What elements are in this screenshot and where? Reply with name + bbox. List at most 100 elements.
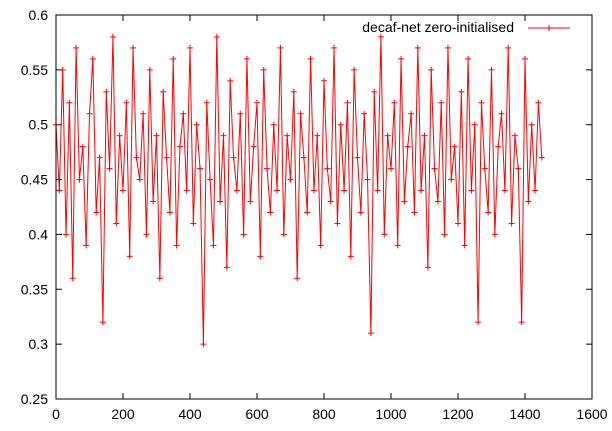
data-point-marker (233, 187, 240, 194)
data-point-marker (96, 154, 103, 161)
data-point-marker (518, 319, 525, 326)
data-point-marker (86, 110, 93, 117)
data-point-marker (217, 198, 224, 205)
y-tick-label: 0.4 (29, 226, 49, 242)
data-point-marker (310, 187, 317, 194)
data-point-marker (337, 121, 344, 128)
data-point-marker (418, 187, 425, 194)
data-point-marker (274, 187, 281, 194)
series-line (55, 36, 543, 345)
data-point-marker (451, 143, 458, 150)
data-point-marker (213, 33, 220, 40)
data-point-marker (210, 242, 217, 249)
data-point-marker (498, 110, 505, 117)
data-point-marker (485, 209, 492, 216)
data-point-marker (481, 165, 488, 172)
data-point-marker (455, 220, 461, 227)
data-point-marker (113, 220, 120, 227)
data-point-marker (334, 220, 341, 227)
data-point-marker (321, 77, 327, 84)
ticks-layer: 0 200 400 600 800 1000 1200 1400 1600 0.25 0.3 0.35… (21, 7, 608, 422)
data-point-marker (153, 132, 160, 139)
data-point-marker (401, 198, 408, 205)
data-point-marker (501, 187, 508, 194)
data-point-marker (371, 88, 378, 95)
data-point-marker (471, 121, 478, 128)
data-point-marker (408, 110, 415, 117)
data-point-marker (364, 176, 371, 183)
data-point-marker (197, 165, 204, 172)
data-point-marker (491, 231, 498, 238)
data-point-marker (270, 121, 277, 128)
data-point-marker (190, 220, 197, 227)
data-point-marker (515, 165, 522, 172)
data-point-marker (522, 55, 528, 62)
data-point-marker (223, 264, 230, 271)
data-point-marker (344, 99, 351, 106)
data-point-marker (374, 187, 381, 194)
data-point-marker (130, 44, 137, 51)
data-point-marker (294, 275, 301, 282)
data-point-marker (163, 154, 170, 161)
data-point-marker (146, 66, 153, 73)
data-point-marker (331, 44, 338, 51)
data-point-marker (126, 253, 133, 260)
data-point-marker (260, 66, 267, 73)
data-point-marker (441, 231, 448, 238)
data-point-marker (508, 220, 515, 227)
data-point-marker (377, 33, 384, 40)
x-tick-label: 200 (111, 406, 135, 422)
y-tick-label: 0.25 (21, 391, 48, 407)
data-point-marker (341, 187, 348, 194)
data-point-marker (414, 44, 421, 51)
data-point-marker (287, 176, 294, 183)
data-point-marker (187, 44, 193, 51)
data-point-marker (448, 176, 455, 183)
data-point-marker (176, 143, 183, 150)
data-point-marker (257, 253, 264, 260)
data-point-marker (99, 319, 106, 326)
data-point-marker (69, 275, 76, 282)
data-point-marker (461, 242, 468, 249)
data-point-marker (398, 55, 405, 62)
data-point-marker (367, 330, 374, 337)
data-point-marker (103, 88, 110, 95)
data-point-marker (488, 66, 495, 73)
data-point-marker (247, 198, 254, 205)
x-tick-label: 0 (52, 406, 60, 422)
data-point-marker (63, 231, 70, 238)
data-point-marker (327, 198, 334, 205)
data-point-marker (267, 209, 274, 216)
y-tick-label: 0.45 (21, 172, 48, 188)
y-tick-label: 0.6 (29, 7, 49, 23)
data-point-marker (156, 275, 163, 282)
data-point-marker (59, 66, 66, 73)
plot-frame (55, 14, 593, 400)
data-point-marker (93, 209, 100, 216)
data-point-marker (106, 165, 113, 172)
data-point-marker (183, 187, 190, 194)
data-point-marker (388, 165, 394, 172)
data-point-marker (404, 143, 411, 150)
data-point-marker (79, 143, 86, 150)
legend-label: decaf-net zero-initialised (362, 19, 514, 35)
data-point-marker (180, 110, 187, 117)
y-tick-label: 0.35 (21, 281, 48, 297)
x-tick-label: 1400 (509, 406, 540, 422)
data-point-marker (458, 88, 465, 95)
x-tick-label: 600 (245, 406, 269, 422)
data-point-marker (264, 165, 271, 172)
data-point-marker (220, 132, 227, 139)
data-point-marker (438, 99, 445, 106)
data-point-marker (307, 55, 314, 62)
x-tick-label: 1600 (576, 406, 607, 422)
x-tick-label: 400 (178, 406, 202, 422)
data-point-marker (89, 55, 96, 62)
data-point-marker (207, 176, 214, 183)
data-point-marker (297, 110, 304, 117)
data-point-marker (230, 154, 237, 161)
data-point-marker (532, 187, 539, 194)
data-point-marker (381, 231, 388, 238)
data-point-marker (347, 253, 354, 260)
data-point-marker (250, 143, 257, 150)
